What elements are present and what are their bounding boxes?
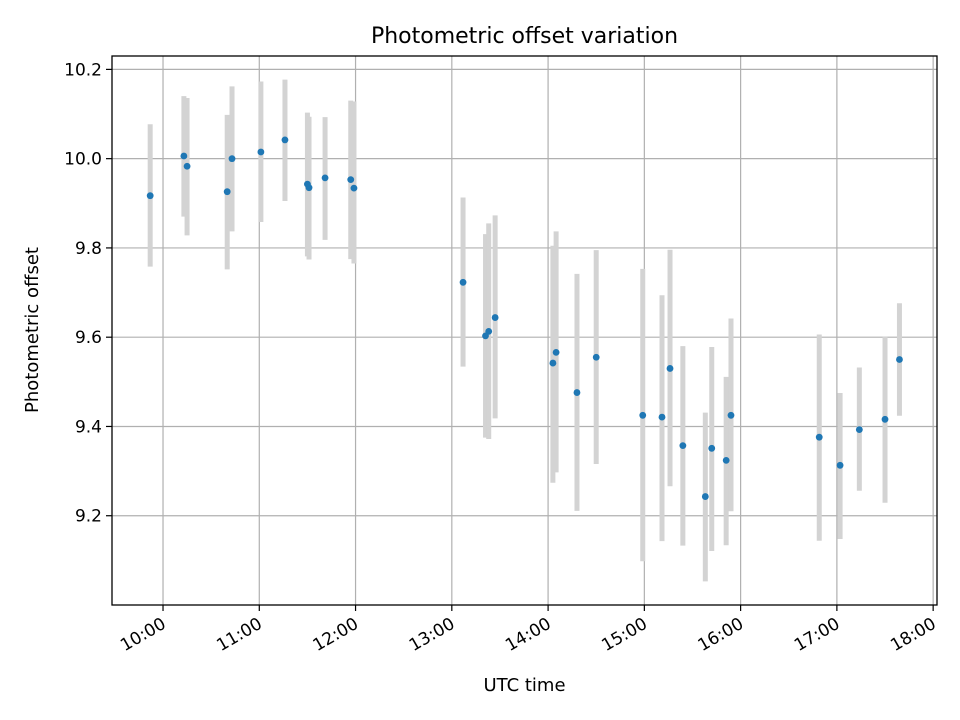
data-point xyxy=(573,389,581,396)
data-point xyxy=(815,433,823,441)
x-tick-label: 10:00 xyxy=(117,614,169,656)
x-axis-label: UTC time xyxy=(483,675,565,696)
y-axis-ticks: 9.2 9.4 9.6 9.8 10.0 10.2 xyxy=(64,60,112,527)
data-point xyxy=(896,356,903,363)
y-tick-label: 9.6 xyxy=(75,328,102,348)
plot-frame xyxy=(111,55,938,606)
y-axis-label: Photometric offset xyxy=(22,247,43,413)
grid xyxy=(112,56,937,605)
data-point xyxy=(347,176,355,184)
data-point xyxy=(223,188,231,196)
data-point xyxy=(485,327,493,335)
x-tick-label: 17:00 xyxy=(791,614,843,656)
data-point xyxy=(881,415,889,423)
x-tick-label: 12:00 xyxy=(310,614,362,656)
data-point xyxy=(679,442,687,450)
data-point xyxy=(722,456,730,464)
data-point xyxy=(855,426,863,433)
data-point xyxy=(146,192,154,200)
x-tick-label: 13:00 xyxy=(406,614,458,656)
data-point xyxy=(228,155,236,163)
y-tick-label: 9.4 xyxy=(75,417,102,437)
y-tick-label: 9.2 xyxy=(75,507,102,527)
data-point xyxy=(183,162,191,170)
y-tick-label: 10.2 xyxy=(64,60,102,80)
data-point xyxy=(491,314,499,321)
data-point xyxy=(836,461,844,469)
data-point xyxy=(321,174,329,182)
x-tick-label: 18:00 xyxy=(887,614,939,656)
x-tick-label: 15:00 xyxy=(598,614,650,656)
data-point xyxy=(727,411,735,419)
x-axis-ticks: 10:00 11:00 12:00 13:00 14:00 15:00 16:00 17:00… xyxy=(117,605,940,656)
data-points xyxy=(146,136,903,500)
x-tick-label: 14:00 xyxy=(502,614,554,656)
data-point xyxy=(639,411,647,419)
data-point xyxy=(305,184,313,192)
chart-title: Photometric offset variation xyxy=(371,24,678,49)
data-point xyxy=(180,152,188,160)
data-point xyxy=(281,136,289,144)
data-point xyxy=(666,365,674,372)
data-point xyxy=(549,359,557,367)
data-point xyxy=(708,444,716,452)
data-point xyxy=(459,278,467,286)
data-point xyxy=(257,148,265,156)
data-point xyxy=(701,493,709,500)
data-point xyxy=(592,353,600,361)
x-tick-label: 16:00 xyxy=(695,614,747,656)
y-tick-label: 10.0 xyxy=(64,150,102,170)
y-tick-label: 9.8 xyxy=(75,239,102,259)
data-point xyxy=(552,348,560,356)
data-point xyxy=(658,413,666,421)
data-point xyxy=(350,184,358,192)
x-tick-label: 11:00 xyxy=(213,614,265,656)
